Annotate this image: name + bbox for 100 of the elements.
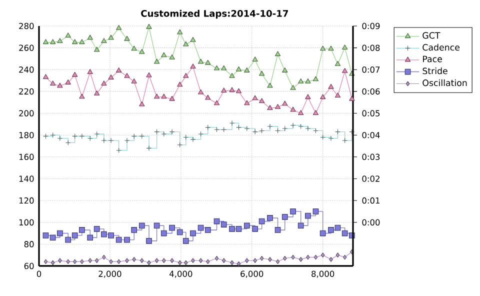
point xyxy=(178,260,182,266)
point xyxy=(334,92,341,98)
point xyxy=(349,96,355,101)
point xyxy=(236,66,242,72)
point xyxy=(102,254,106,260)
point xyxy=(198,89,204,94)
point xyxy=(214,256,219,261)
x-tick-label: 4,000 xyxy=(169,270,192,278)
point xyxy=(328,46,334,51)
point xyxy=(298,257,303,262)
point xyxy=(205,94,211,100)
point xyxy=(190,36,196,42)
point xyxy=(290,84,296,90)
point xyxy=(161,52,167,58)
point xyxy=(334,224,341,231)
y2-tick-label: 0:05 xyxy=(362,110,380,116)
point xyxy=(328,84,334,89)
point xyxy=(80,259,84,264)
point xyxy=(146,238,152,244)
y2-tick-label: 0:00 xyxy=(362,219,380,226)
point xyxy=(139,101,145,106)
point xyxy=(312,110,319,115)
y-tick-label: 120 xyxy=(19,197,34,204)
point xyxy=(79,94,85,99)
point xyxy=(184,260,188,266)
y2-tick-label: 0:03 xyxy=(362,154,380,160)
point xyxy=(170,258,174,263)
point xyxy=(260,256,264,261)
point xyxy=(183,72,189,78)
x-tick-label: 6,000 xyxy=(240,270,264,278)
y-tick-label: 260 xyxy=(19,44,34,51)
point xyxy=(50,234,56,241)
point xyxy=(140,258,144,263)
point xyxy=(50,80,56,86)
point xyxy=(298,110,304,115)
point xyxy=(245,258,249,263)
point xyxy=(291,254,295,260)
point xyxy=(214,100,220,106)
point xyxy=(320,94,326,100)
point xyxy=(236,261,241,266)
point xyxy=(50,39,56,44)
legend-label: Cadence xyxy=(422,44,460,51)
point xyxy=(198,58,204,64)
legend-label: Pace xyxy=(423,56,442,62)
point xyxy=(282,214,288,220)
point xyxy=(116,24,122,30)
point xyxy=(65,236,72,243)
point xyxy=(258,218,265,224)
point xyxy=(65,32,71,38)
point xyxy=(42,39,49,44)
point xyxy=(191,258,195,263)
chart-title: Customized Laps:2014-10-17 xyxy=(141,10,288,19)
point xyxy=(198,224,204,231)
y2-tick-label: 0:04 xyxy=(362,132,380,138)
point xyxy=(342,68,348,73)
point xyxy=(268,257,272,262)
point xyxy=(298,222,304,229)
point xyxy=(267,215,273,221)
point xyxy=(154,58,160,64)
point xyxy=(305,94,311,100)
point xyxy=(214,65,220,70)
point xyxy=(305,212,311,219)
point xyxy=(87,34,93,40)
y2-tick-label: 0:02 xyxy=(362,176,380,182)
point xyxy=(94,258,99,263)
point xyxy=(169,54,175,60)
point xyxy=(229,226,235,232)
point xyxy=(87,234,94,241)
point xyxy=(342,254,347,260)
y-tick-label: 220 xyxy=(19,88,34,95)
point xyxy=(282,100,288,106)
point xyxy=(190,64,196,69)
point xyxy=(336,252,340,258)
point xyxy=(94,90,100,96)
point xyxy=(125,258,129,263)
point xyxy=(244,222,250,229)
point xyxy=(177,29,183,34)
point xyxy=(169,224,175,231)
point xyxy=(314,254,318,260)
point xyxy=(139,48,145,54)
point xyxy=(182,238,189,244)
point xyxy=(162,258,166,263)
y-tick-label: 100 xyxy=(19,219,34,226)
point xyxy=(176,229,183,236)
y2-tick-label: 0:07 xyxy=(362,66,380,73)
point xyxy=(282,68,288,72)
point xyxy=(312,208,319,214)
point xyxy=(236,88,242,94)
point xyxy=(116,236,122,243)
y2-tick-label: 0:06 xyxy=(362,88,380,95)
point xyxy=(131,46,137,51)
point xyxy=(204,227,211,233)
point xyxy=(306,254,310,260)
point xyxy=(183,41,189,46)
point xyxy=(44,259,48,264)
point xyxy=(66,259,70,264)
point xyxy=(42,74,49,80)
point xyxy=(222,258,226,263)
y-tick-label: 200 xyxy=(19,110,34,116)
point xyxy=(138,222,145,229)
